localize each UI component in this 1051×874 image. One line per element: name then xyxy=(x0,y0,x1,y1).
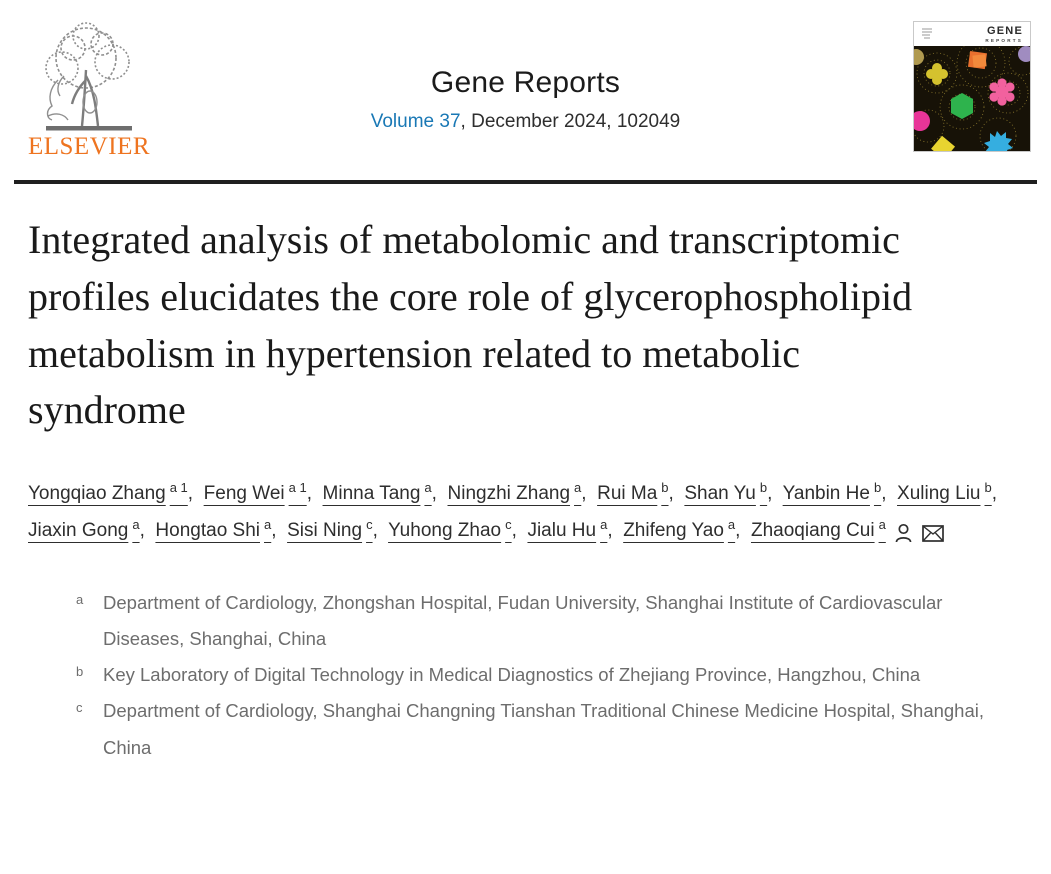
affiliation-marker: c xyxy=(76,700,83,716)
author-link[interactable]: Ningzhi Zhang a xyxy=(448,481,592,504)
affiliation: b Key Laboratory of Digital Technology i… xyxy=(76,657,1008,693)
author-link[interactable]: Hongtao Shi a xyxy=(155,518,281,541)
author-link[interactable]: Xuling Liu b xyxy=(897,481,1002,504)
cover-shape-pink-flower xyxy=(989,78,1015,106)
article-title: Integrated analysis of metabolomic and t… xyxy=(28,217,913,433)
elsevier-logo: ELSEVIER xyxy=(28,18,150,160)
elsevier-wordmark: ELSEVIER xyxy=(28,133,150,160)
cover-shape-yellow-square xyxy=(931,135,956,151)
affiliation-text: Department of Cardiology, Shanghai Chang… xyxy=(103,700,985,758)
affiliation-text: Key Laboratory of Digital Technology in … xyxy=(103,664,921,686)
author-link[interactable]: Jialu Hu a xyxy=(527,518,617,541)
journal-title-block: Gene Reports Volume 37, December 2024, 1… xyxy=(371,66,681,133)
cover-masthead: GENE REPORTS xyxy=(922,25,1023,43)
cover-artwork xyxy=(914,46,1030,151)
cover-shape-cyan-splash xyxy=(984,131,1013,151)
author-link[interactable]: Yuhong Zhao c xyxy=(388,518,522,541)
cover-shape-magenta-circle xyxy=(914,111,930,131)
author-link[interactable]: Yongqiao Zhang a 1 xyxy=(28,481,198,504)
author-link[interactable]: Rui Ma b xyxy=(597,481,679,504)
journal-title: Gene Reports xyxy=(430,66,621,99)
affiliation-list: a Department of Cardiology, Zhongshan Ho… xyxy=(28,585,1008,765)
journal-header: ELSEVIER Gene Reports Volume 37, Decembe… xyxy=(0,0,1051,180)
issue-info: , December 2024, 102049 xyxy=(460,111,681,132)
person-icon[interactable] xyxy=(894,523,913,543)
cover-shape-yellow-flower xyxy=(926,63,948,85)
affiliation-marker: b xyxy=(76,664,84,680)
journal-cover-thumbnail[interactable]: GENE REPORTS xyxy=(913,21,1031,152)
author-link[interactable]: Shan Yu b xyxy=(684,481,777,504)
affiliation-text: Department of Cardiology, Zhongshan Hosp… xyxy=(103,592,943,650)
author-link[interactable]: Yanbin He b xyxy=(783,481,892,504)
author-link[interactable]: Jiaxin Gong a xyxy=(28,518,150,541)
header-divider xyxy=(14,180,1037,184)
tree-ground xyxy=(46,126,132,131)
elsevier-tree-icon: ELSEVIER xyxy=(28,22,150,160)
cover-subtitle: REPORTS xyxy=(985,38,1023,43)
affiliation: a Department of Cardiology, Zhongshan Ho… xyxy=(76,585,1008,657)
cover-shape-green-hexagon xyxy=(951,93,973,119)
affiliation: c Department of Cardiology, Shanghai Cha… xyxy=(76,693,1008,765)
cover-title: GENE xyxy=(987,25,1023,37)
corresponding-author-link[interactable]: Zhaoqiang Cui a xyxy=(751,518,944,543)
cover-shape-orange-square-2 xyxy=(972,54,987,68)
affiliation-marker: a xyxy=(76,592,84,608)
journal-issue-line: Volume 37, December 2024, 102049 xyxy=(371,111,681,133)
author-link[interactable]: Zhifeng Yao a xyxy=(623,518,746,541)
cover-shape-purple-circle xyxy=(1018,46,1030,62)
author-link[interactable]: Minna Tang a xyxy=(323,481,443,504)
envelope-icon[interactable] xyxy=(921,524,944,542)
volume-link[interactable]: Volume 37 xyxy=(370,111,461,132)
cover-shape-tan-circle xyxy=(914,49,924,65)
author-link[interactable]: Feng Wei a 1 xyxy=(204,481,318,504)
article-block: Integrated analysis of metabolomic and t… xyxy=(0,212,1051,766)
author-link[interactable]: Sisi Ning c xyxy=(287,518,383,541)
